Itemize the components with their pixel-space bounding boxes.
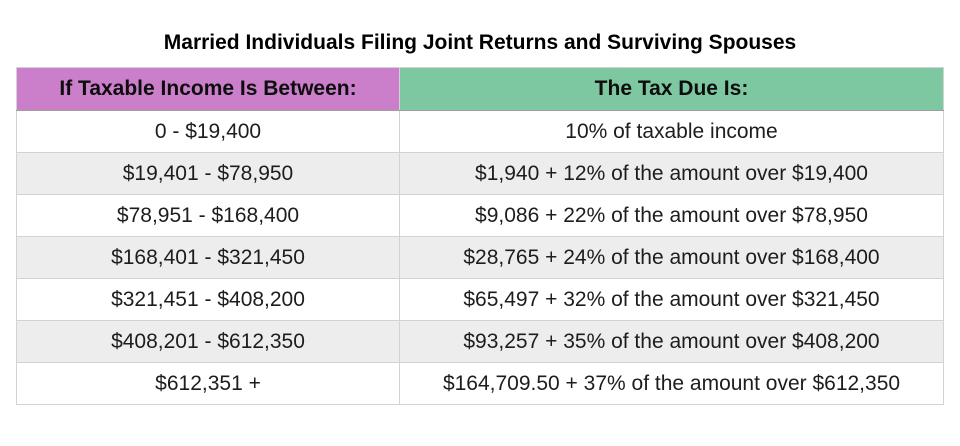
table-row: $612,351 + $164,709.50 + 37% of the amou… — [16, 362, 944, 405]
income-cell: $168,401 - $321,450 — [16, 236, 400, 279]
income-cell: $78,951 - $168,400 — [16, 194, 400, 237]
tax-cell: 10% of taxable income — [399, 110, 944, 153]
income-cell: $408,201 - $612,350 — [16, 320, 400, 363]
table-row: $168,401 - $321,450 $28,765 + 24% of the… — [16, 236, 944, 279]
tax-cell: $9,086 + 22% of the amount over $78,950 — [399, 194, 944, 237]
table-row: $19,401 - $78,950 $1,940 + 12% of the am… — [16, 152, 944, 195]
tax-brackets-table: If Taxable Income Is Between: The Tax Du… — [16, 67, 944, 405]
income-cell: $612,351 + — [16, 362, 400, 405]
table-row: $321,451 - $408,200 $65,497 + 32% of the… — [16, 278, 944, 321]
header-tax: The Tax Due Is: — [399, 67, 944, 111]
tax-cell: $1,940 + 12% of the amount over $19,400 — [399, 152, 944, 195]
tax-cell: $93,257 + 35% of the amount over $408,20… — [399, 320, 944, 363]
income-cell: $19,401 - $78,950 — [16, 152, 400, 195]
table-row: $78,951 - $168,400 $9,086 + 22% of the a… — [16, 194, 944, 237]
page-title: Married Individuals Filing Joint Returns… — [163, 31, 797, 54]
header-income: If Taxable Income Is Between: — [16, 67, 400, 111]
tax-cell: $65,497 + 32% of the amount over $321,45… — [399, 278, 944, 321]
tax-cell: $164,709.50 + 37% of the amount over $61… — [399, 362, 944, 405]
table-row: 0 - $19,400 10% of taxable income — [16, 110, 944, 153]
tax-cell: $28,765 + 24% of the amount over $168,40… — [399, 236, 944, 279]
table-row: $408,201 - $612,350 $93,257 + 35% of the… — [16, 320, 944, 363]
income-cell: $321,451 - $408,200 — [16, 278, 400, 321]
header-row: If Taxable Income Is Between: The Tax Du… — [16, 67, 944, 111]
income-cell: 0 - $19,400 — [16, 110, 400, 153]
